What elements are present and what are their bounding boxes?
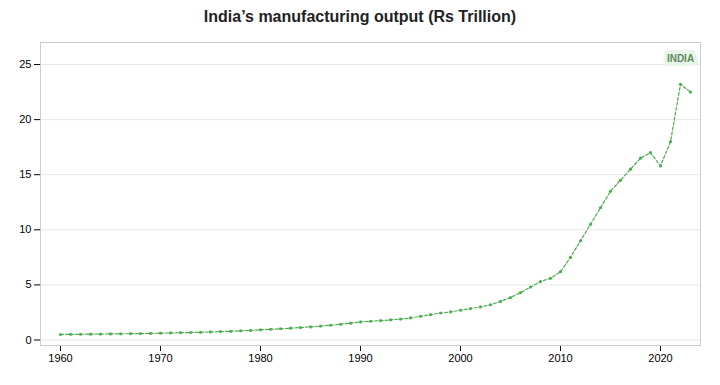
svg-text:0: 0 xyxy=(25,334,31,346)
svg-text:15: 15 xyxy=(19,168,31,180)
html-text:India’s manufacturing output (: India’s manufacturing output (Rs Trillio… xyxy=(203,8,517,25)
svg-text:INDIA: INDIA xyxy=(667,53,694,64)
svg-text:2010: 2010 xyxy=(548,352,572,364)
svg-text:10: 10 xyxy=(19,223,31,235)
svg-text:5: 5 xyxy=(25,278,31,290)
svg-text:2020: 2020 xyxy=(648,352,672,364)
svg-text:1960: 1960 xyxy=(48,352,72,364)
svg-text:1970: 1970 xyxy=(148,352,172,364)
svg-text:20: 20 xyxy=(19,113,31,125)
svg-text:25: 25 xyxy=(19,58,31,70)
svg-text:2000: 2000 xyxy=(448,352,472,364)
svg-text:1990: 1990 xyxy=(348,352,372,364)
svg-text:1980: 1980 xyxy=(248,352,272,364)
